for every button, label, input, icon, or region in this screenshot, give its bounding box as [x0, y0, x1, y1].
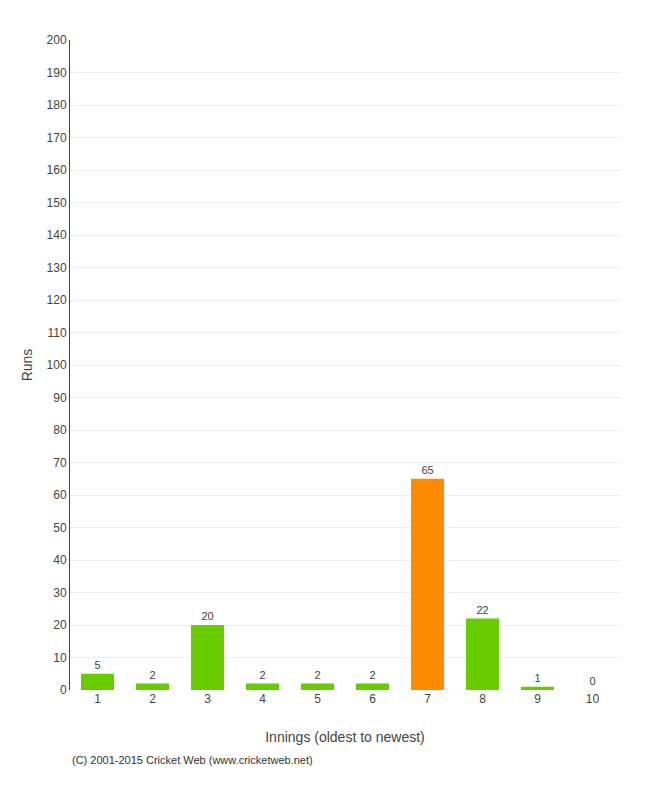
svg-text:2: 2	[369, 669, 375, 681]
svg-text:8: 8	[479, 692, 486, 706]
svg-text:30: 30	[53, 586, 67, 600]
svg-text:5: 5	[94, 659, 100, 671]
svg-text:110: 110	[47, 326, 66, 340]
svg-text:2: 2	[149, 669, 155, 681]
svg-text:10: 10	[53, 651, 67, 665]
svg-text:120: 120	[47, 293, 67, 307]
svg-text:6: 6	[369, 692, 376, 706]
svg-text:1: 1	[534, 672, 540, 684]
svg-text:60: 60	[53, 488, 67, 502]
svg-text:0: 0	[60, 683, 67, 697]
svg-text:0: 0	[589, 675, 595, 687]
svg-text:20: 20	[201, 610, 213, 622]
svg-text:100: 100	[47, 358, 67, 372]
svg-text:190: 190	[47, 66, 67, 80]
svg-text:3: 3	[204, 692, 211, 706]
svg-text:2: 2	[314, 669, 320, 681]
svg-text:200: 200	[47, 33, 67, 47]
svg-text:50: 50	[53, 521, 67, 535]
svg-text:160: 160	[47, 163, 67, 177]
svg-text:130: 130	[47, 261, 67, 275]
svg-text:2: 2	[149, 692, 156, 706]
svg-text:150: 150	[47, 196, 67, 210]
svg-text:90: 90	[53, 391, 67, 405]
svg-text:1: 1	[94, 692, 101, 706]
svg-text:20: 20	[53, 618, 67, 632]
svg-text:Runs: Runs	[19, 349, 35, 382]
svg-text:80: 80	[53, 423, 67, 437]
svg-text:(C) 2001-2015 Cricket Web (www: (C) 2001-2015 Cricket Web (www.cricketwe…	[72, 754, 313, 766]
svg-text:70: 70	[53, 456, 67, 470]
svg-text:22: 22	[476, 604, 488, 616]
svg-text:140: 140	[47, 228, 67, 242]
svg-text:Innings (oldest to newest): Innings (oldest to newest)	[265, 729, 425, 745]
svg-text:4: 4	[259, 692, 266, 706]
svg-text:180: 180	[47, 98, 67, 112]
svg-text:10: 10	[586, 692, 600, 706]
svg-text:40: 40	[53, 553, 67, 567]
svg-text:9: 9	[534, 692, 541, 706]
svg-text:5: 5	[314, 692, 321, 706]
svg-text:170: 170	[47, 131, 67, 145]
svg-text:7: 7	[424, 692, 431, 706]
svg-text:65: 65	[421, 464, 433, 476]
svg-text:2: 2	[259, 669, 265, 681]
